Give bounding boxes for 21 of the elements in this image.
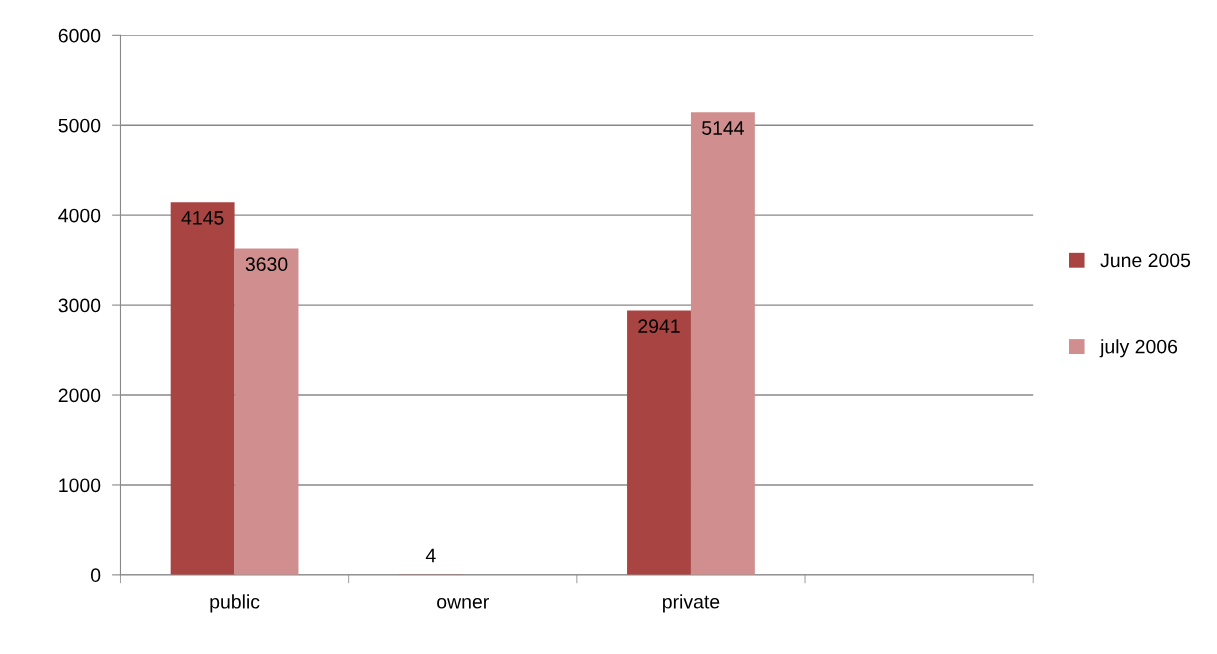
y-tick-label: 4000 [58, 208, 101, 223]
y-tick-label: 0 [90, 568, 101, 583]
data-label: 4145 [181, 211, 224, 225]
x-tick-label: owner [437, 597, 489, 609]
data-label: 5144 [702, 121, 744, 135]
bar [690, 112, 755, 575]
y-tick-label: 5000 [58, 118, 101, 133]
legend-label: july 2006 [1099, 339, 1178, 358]
data-label: 2941 [638, 319, 680, 334]
legend-label: June 2005 [1100, 253, 1191, 268]
data-label: 3630 [245, 257, 288, 272]
y-tick-label: 2000 [58, 388, 101, 403]
bar [170, 202, 235, 575]
x-tick-label: public [210, 594, 260, 613]
y-tick-label: 1000 [59, 478, 101, 493]
y-tick-label: 3000 [58, 298, 101, 313]
y-tick-label: 6000 [58, 28, 101, 43]
bar [234, 248, 299, 575]
x-tick-label: private [663, 594, 720, 613]
bar [627, 310, 691, 575]
data-label: 4 [425, 548, 436, 563]
